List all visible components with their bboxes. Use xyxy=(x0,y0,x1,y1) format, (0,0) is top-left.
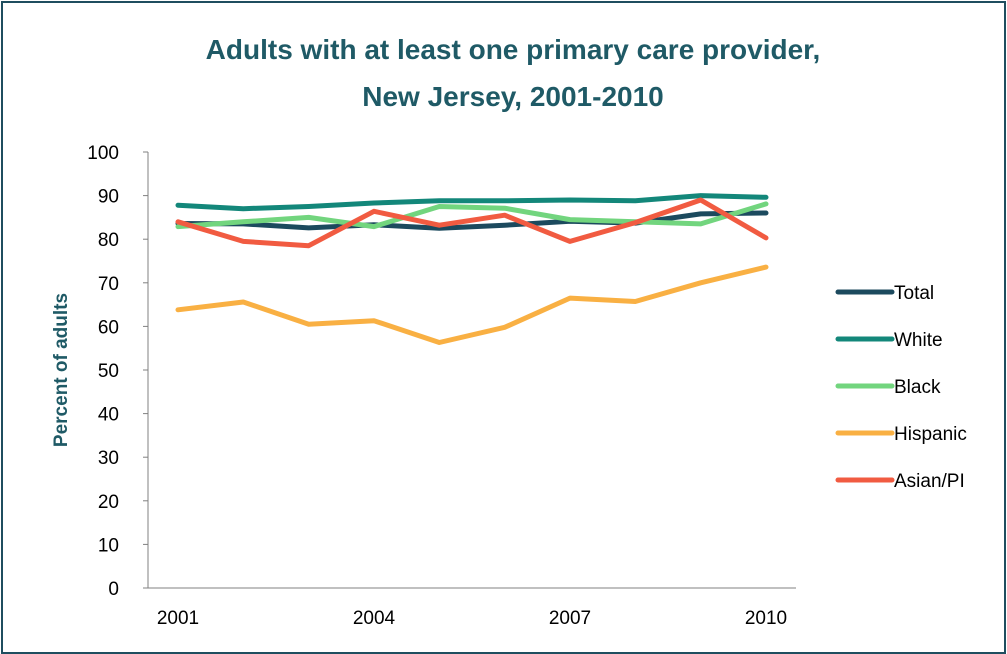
y-tick-label: 0 xyxy=(108,579,119,600)
legend-label-white: White xyxy=(894,330,943,351)
x-tick-label: 2007 xyxy=(549,608,591,629)
x-tick-label: 2010 xyxy=(745,608,787,629)
legend: Total White Black Hispanic Asian/PI xyxy=(835,283,967,492)
legend-label-asian-pi: Asian/PI xyxy=(894,471,965,492)
y-tick-label: 40 xyxy=(98,405,119,426)
x-tick-label: 2004 xyxy=(353,608,396,629)
series-line-hispanic xyxy=(175,264,769,345)
plot-lines xyxy=(175,193,769,345)
chart-title-line-2: New Jersey, 2001-2010 xyxy=(362,81,664,112)
y-tick-label: 20 xyxy=(98,492,119,513)
series-line-total xyxy=(175,210,769,231)
y-tick-label: 90 xyxy=(98,187,119,208)
legend-label-black: Black xyxy=(894,377,941,398)
x-tick-label: 2001 xyxy=(157,608,199,629)
legend-label-total: Total xyxy=(894,283,934,304)
y-axis-label: Percent of adults xyxy=(51,293,72,447)
y-tick-label: 60 xyxy=(98,317,119,338)
axes: 0 10 20 30 40 50 60 70 80 90 100 2001 2004 2007 2010 xyxy=(87,143,796,629)
y-tick-label: 100 xyxy=(87,143,119,164)
y-tick-label: 80 xyxy=(98,230,119,251)
chart-title-line-1: Adults with at least one primary care pr… xyxy=(206,34,821,65)
y-tick-label: 50 xyxy=(98,361,119,382)
legend-label-hispanic: Hispanic xyxy=(894,424,967,445)
y-tick-label: 70 xyxy=(98,274,119,295)
series-line-black xyxy=(175,201,769,230)
series-line-white xyxy=(175,193,769,212)
series-line-asian-pi xyxy=(175,197,769,249)
y-tick-label: 30 xyxy=(98,448,119,469)
y-tick-label: 10 xyxy=(98,535,119,556)
